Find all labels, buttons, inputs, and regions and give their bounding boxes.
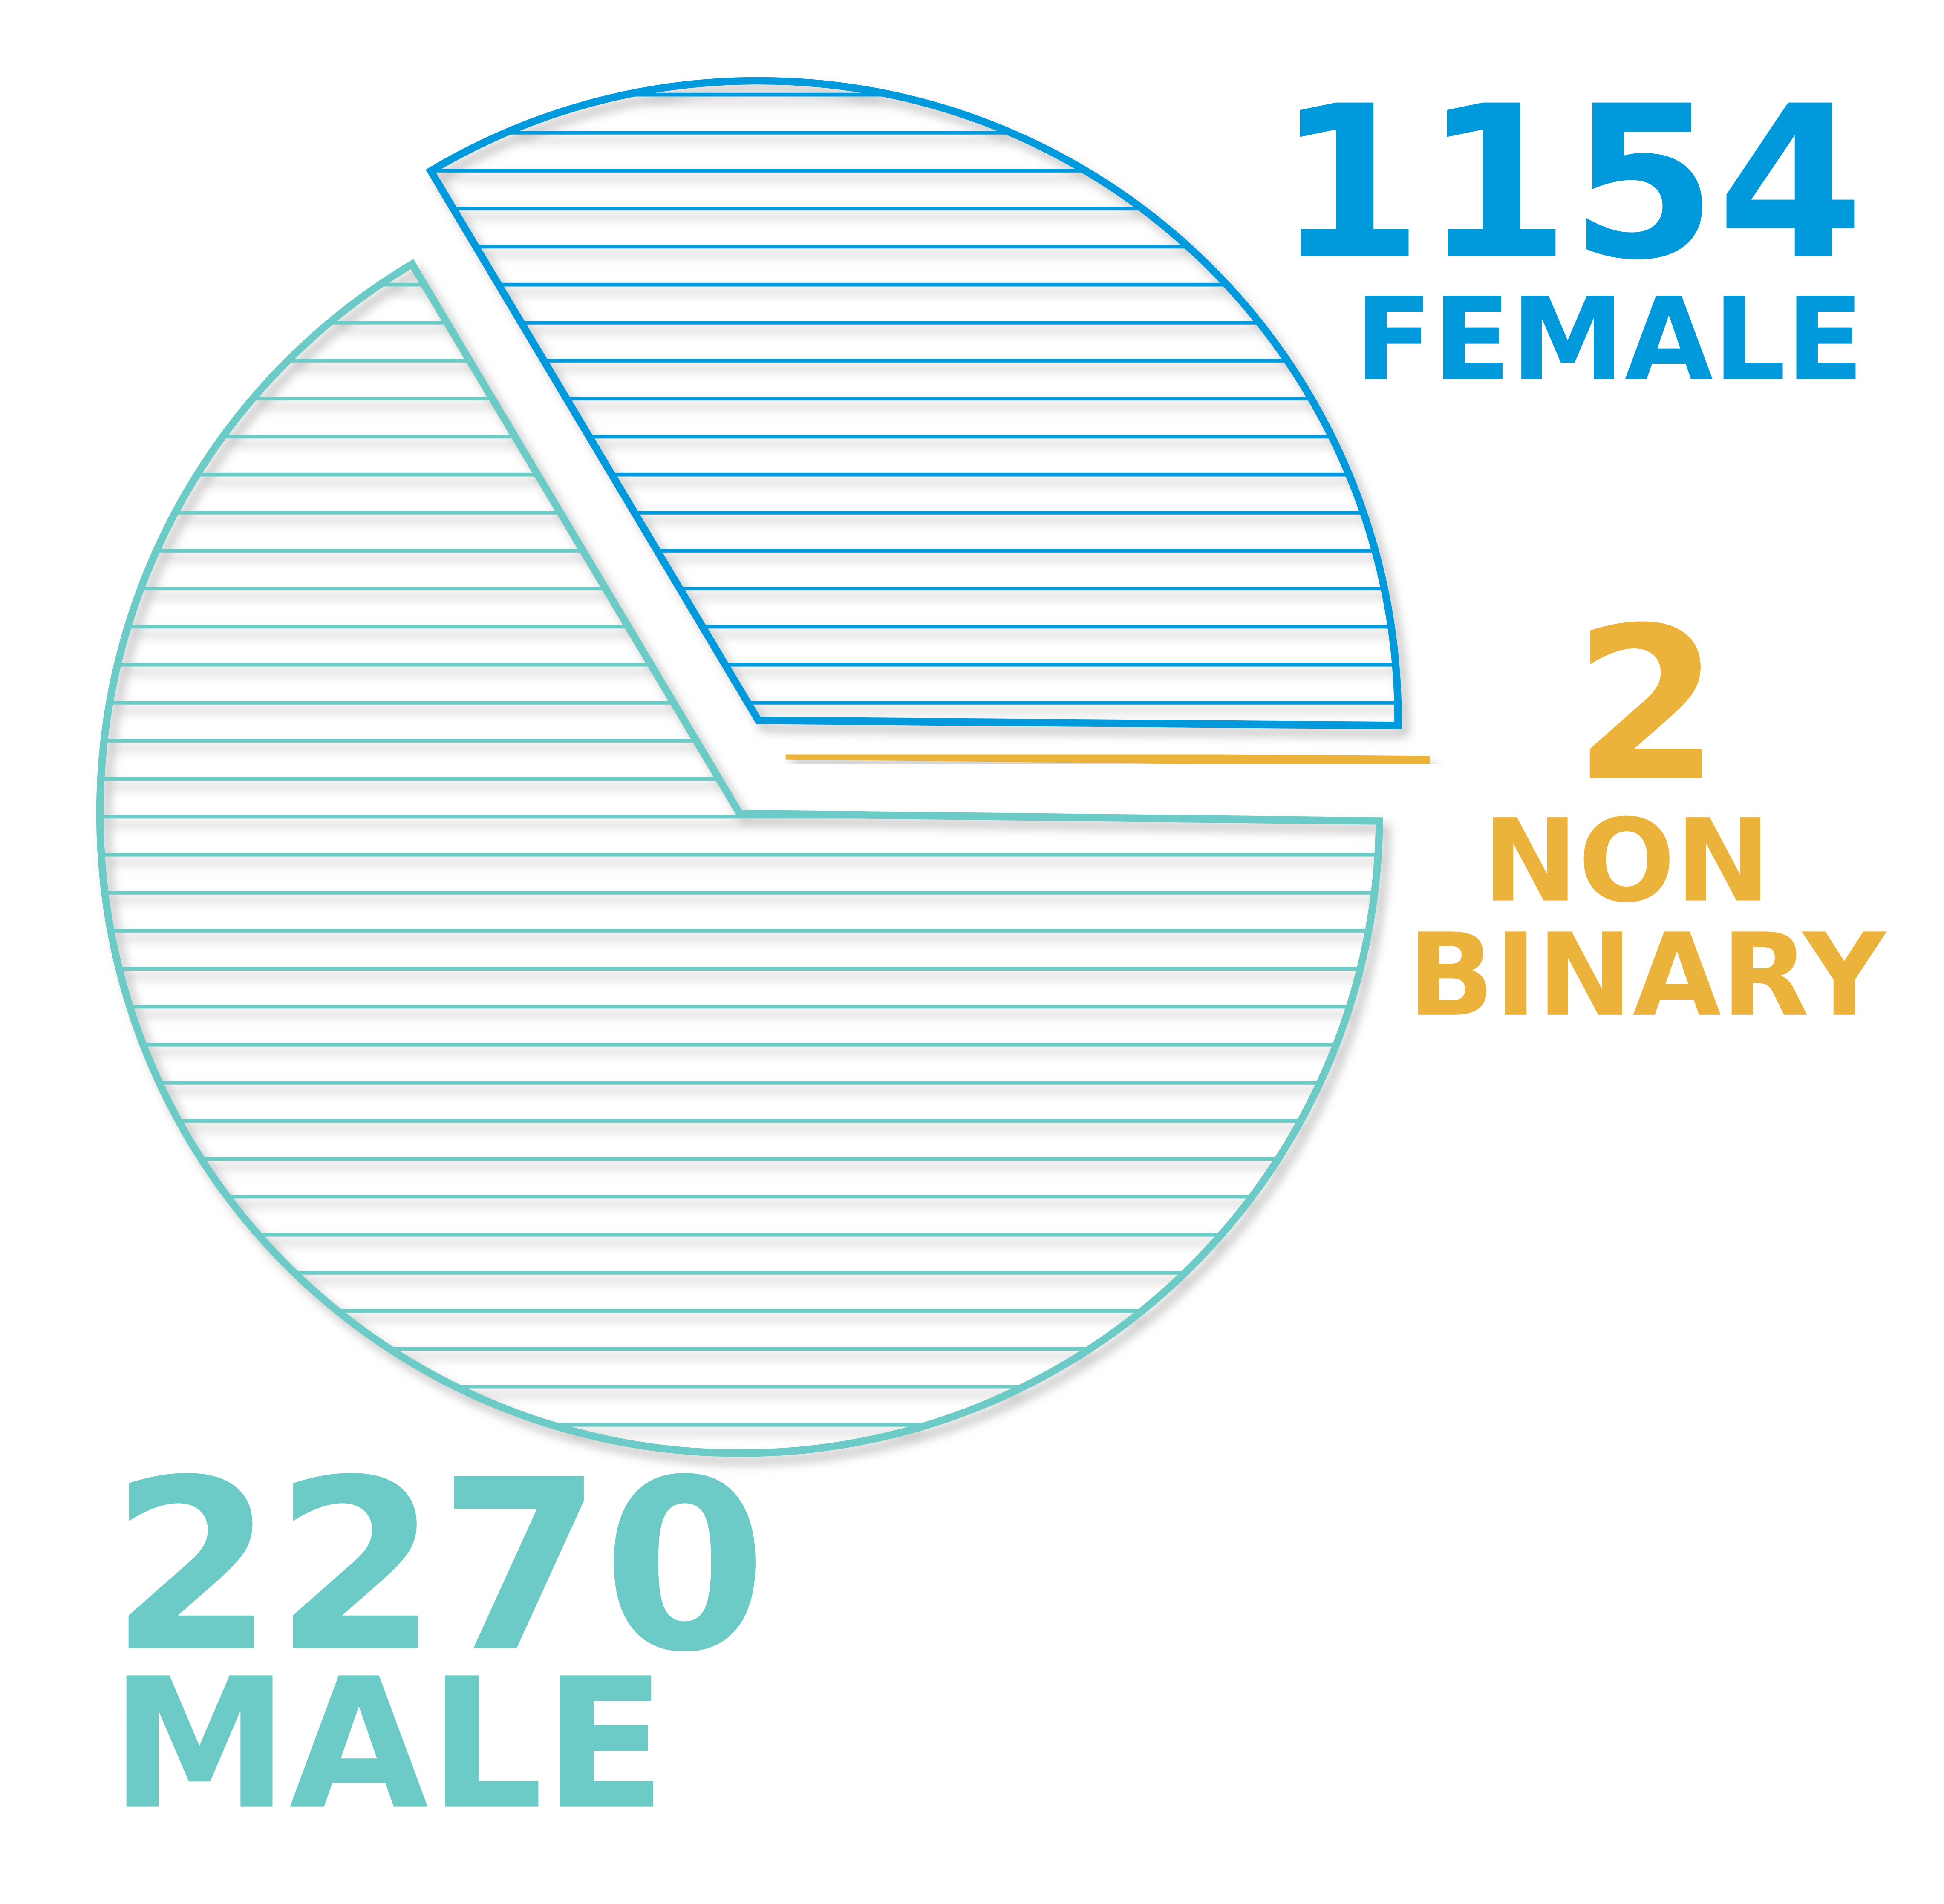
value-label: 1154 [1276, 60, 1864, 306]
pie-slice [425, 77, 1402, 729]
category-label: NON BINARY [1408, 795, 1887, 1042]
pie-slice [96, 259, 1383, 1457]
value-label: 2270 [110, 1429, 767, 1704]
category-label: FEMALE [1355, 274, 1864, 406]
pie-slice [785, 751, 1430, 767]
value-label: 2 [1573, 582, 1720, 828]
category-label: MALE [110, 1640, 666, 1849]
